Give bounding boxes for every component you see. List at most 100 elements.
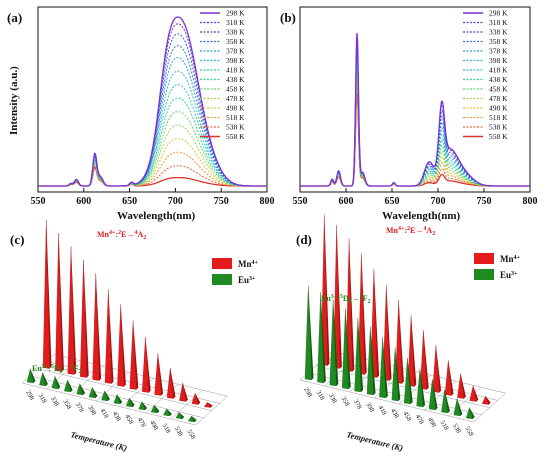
ann-term2-sub: 2	[368, 299, 371, 305]
ann-term2-sup: 7	[71, 364, 74, 370]
bar-side	[398, 300, 404, 384]
ann-ion: Mn	[97, 230, 110, 239]
bar-side	[395, 347, 401, 401]
bar-side	[108, 289, 114, 384]
bar-side	[83, 259, 89, 378]
bar	[191, 392, 199, 405]
x-tick-label: 600	[76, 196, 91, 207]
legend-label: 418 K	[226, 66, 245, 75]
x-axis-label-b: Wavelength(nm)	[382, 210, 461, 222]
bar-side	[30, 368, 36, 383]
ann-term2: A	[137, 230, 143, 239]
temperature-tick-label: 558	[463, 426, 474, 438]
panel-label-b: (b)	[280, 10, 296, 25]
ann-term2: F	[74, 364, 79, 373]
floor-line	[170, 390, 203, 420]
legend-label: 458 K	[489, 85, 508, 94]
ann-arrow: →	[63, 364, 71, 373]
ann-term2-sup: 4	[423, 226, 426, 232]
bar-side	[357, 317, 364, 392]
bar-side	[386, 285, 392, 381]
bar-side	[361, 253, 367, 375]
x-tick-label: 650	[122, 196, 137, 207]
bar-side	[457, 398, 463, 416]
bar-side	[104, 390, 110, 401]
legend-label: 358 K	[489, 37, 508, 46]
legend-swatch-eu	[212, 274, 232, 285]
legend-label: 478 K	[226, 94, 245, 103]
ann-ion: Eu	[32, 364, 42, 373]
x-tick-label: 750	[214, 196, 229, 207]
bar-side	[42, 372, 48, 386]
panel-label-d: (d)	[296, 232, 312, 247]
bar-side	[182, 382, 188, 402]
x-ticks-b: 550 600 650 700 750 800	[293, 188, 538, 207]
bar-side	[448, 360, 454, 396]
legend-swatch-mn	[212, 258, 232, 269]
legend-swatch-mn	[474, 253, 494, 264]
bar-side	[46, 219, 52, 369]
x-tick-label: 550	[293, 196, 308, 207]
legend-c: Mn4+ Eu3+	[212, 258, 259, 285]
bars-c	[26, 219, 213, 423]
bar-side	[120, 304, 126, 387]
bar-side	[117, 394, 123, 404]
ann-term1-sub: 0	[60, 369, 63, 375]
ann-term2-sup: 4	[134, 230, 137, 236]
ann-arrow: →	[126, 230, 134, 239]
legend-label: 538 K	[489, 123, 508, 132]
svg-text:Eu3+:5D0→7F2: Eu3+:5D0→7F2	[32, 364, 82, 375]
temperature-tick-label: 538	[173, 426, 184, 438]
ann-ion: Mn	[386, 226, 399, 235]
ann-ion-sup: 4+	[398, 226, 405, 232]
legend-label-eu: Eu3+	[238, 275, 256, 285]
temperature-tick-label: 398	[364, 402, 375, 414]
bar-side	[423, 330, 429, 390]
bar-side	[154, 405, 160, 413]
legend-label: 318 K	[489, 18, 508, 27]
legend-label: 318 K	[226, 18, 245, 27]
bar-side	[345, 308, 351, 389]
legend-label: 518 K	[489, 113, 508, 122]
legend-label: 298 K	[226, 9, 245, 18]
ann-term1-sub: 0	[349, 299, 352, 305]
bar	[113, 393, 121, 405]
legend-label: 558 K	[489, 132, 508, 141]
bar-side	[79, 383, 86, 395]
legend-label: 498 K	[226, 104, 245, 113]
ann-term1-sup: 2	[118, 230, 121, 236]
bar-side	[324, 214, 330, 366]
bar-side	[71, 246, 77, 375]
legend-label-eu: Eu3+	[500, 270, 518, 280]
bar-side	[92, 387, 98, 398]
ann-term1: E	[410, 226, 415, 235]
spectra-curves-b	[300, 33, 530, 187]
ann-term2-sub: 2	[79, 369, 82, 375]
floor-line	[21, 382, 196, 426]
floor-line	[299, 379, 474, 423]
svg-text:Mn4+:2E→4A2: Mn4+:2E→4A2	[97, 230, 146, 241]
floor-line	[37, 368, 212, 411]
bar-side	[336, 225, 342, 369]
bar-side	[435, 345, 442, 393]
bar	[150, 404, 158, 414]
x-tick-label: 700	[431, 196, 446, 207]
bar-side	[191, 416, 197, 422]
bars-d	[304, 214, 491, 420]
temperature-tick-label: 298	[302, 387, 313, 399]
bar-side	[207, 402, 213, 408]
bar-side	[129, 398, 135, 407]
bar-side	[166, 408, 172, 416]
temperature-tick-label: 318	[315, 390, 326, 402]
spectrum-line	[300, 33, 530, 187]
ann-term2-sup: 7	[360, 294, 363, 300]
temperature-tick-label: 438	[389, 408, 400, 420]
ann-term1-sup: 5	[340, 294, 343, 300]
legend-label: 398 K	[489, 56, 508, 65]
eu-annotation-d: Eu3+:5D0→7F2	[321, 294, 371, 305]
mn-annotation-d: Mn4+:2E→4A2	[386, 226, 435, 237]
spectrum-line	[38, 16, 267, 187]
bar-side	[157, 353, 164, 396]
